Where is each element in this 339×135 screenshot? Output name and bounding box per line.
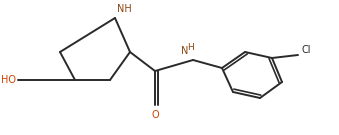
Text: N: N <box>181 46 189 56</box>
Text: H: H <box>187 43 194 52</box>
Text: Cl: Cl <box>302 45 312 55</box>
Text: O: O <box>151 110 159 120</box>
Text: NH: NH <box>117 4 132 14</box>
Text: HO: HO <box>1 75 16 85</box>
